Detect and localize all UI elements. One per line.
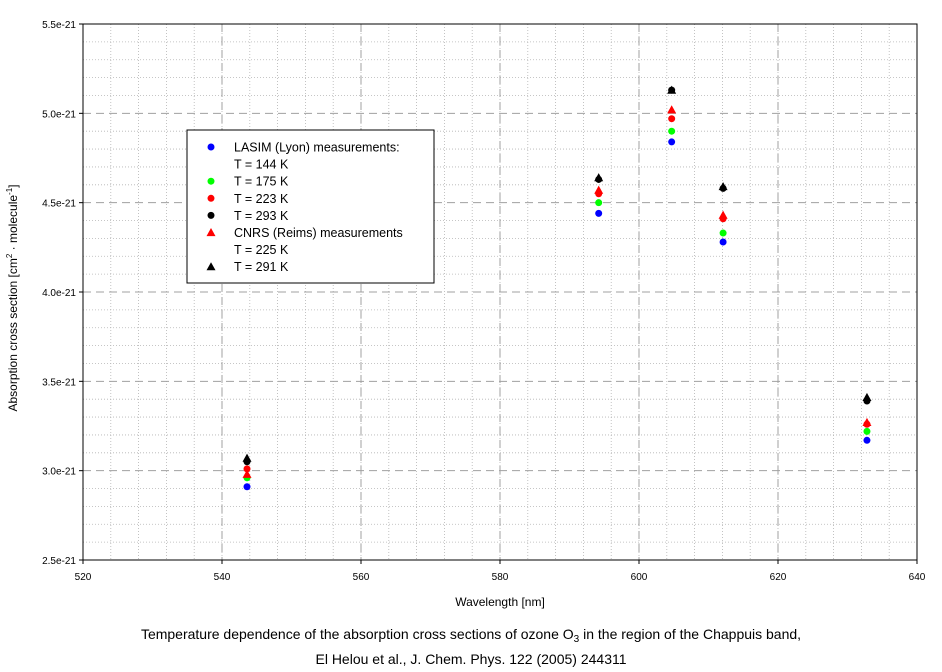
caption-line-1: Temperature dependence of the absorption… <box>0 626 942 645</box>
legend-marker <box>207 143 215 151</box>
caption-text-after: in the region of the Chappuis band, <box>579 626 802 642</box>
y-tick-label: 5.0e-21 <box>42 109 76 120</box>
x-tick-label: 560 <box>353 572 370 583</box>
caption-line-2: El Helou et al., J. Chem. Phys. 122 (200… <box>315 651 627 667</box>
y-axis-title: Absorption cross section [cm2 · molecule… <box>5 184 20 411</box>
caption-text-before: Temperature dependence of the absorption… <box>140 626 574 642</box>
x-tick-label: 580 <box>492 572 509 583</box>
data-point-triangle <box>718 210 728 219</box>
x-axis-title: Wavelength [nm] <box>455 595 545 609</box>
data-point-triangle <box>718 182 728 191</box>
data-point-circle <box>243 483 251 491</box>
series-0 <box>243 138 871 491</box>
data-points <box>242 85 872 491</box>
legend-label: T = 293 K <box>234 209 289 223</box>
data-point-circle <box>668 115 676 123</box>
y-axis-ticks: 2.5e-21 3.0e-21 3.5e-21 4.0e-21 4.5e-21 5.0e-… <box>42 20 83 567</box>
y-tick-label: 4.5e-21 <box>42 199 76 210</box>
legend-box <box>186 129 435 284</box>
data-point-triangle <box>862 392 872 402</box>
legend-marker <box>207 177 215 185</box>
chart: 520 540 560 580 600 620 640 2.5e-21 3.0e-21 3.5e… <box>5 20 926 609</box>
y-tick-label: 4.0e-21 <box>42 288 76 299</box>
data-point-triangle <box>667 85 677 94</box>
major-grid <box>83 24 917 560</box>
x-axis-ticks: 520 540 560 580 600 620 640 <box>75 560 926 583</box>
data-point-circle <box>719 238 727 246</box>
series-5 <box>242 85 872 462</box>
y-axis-title-superscript: -1 <box>5 187 14 195</box>
legend-label: T = 175 K <box>234 175 289 189</box>
data-point-triangle <box>242 469 252 478</box>
y-axis-title-part: ] <box>6 184 20 187</box>
legend-marker <box>207 194 215 202</box>
data-point-triangle <box>594 173 604 182</box>
y-tick-label: 3.5e-21 <box>42 377 76 388</box>
data-point-circle <box>595 199 603 207</box>
x-tick-label: 520 <box>75 572 92 583</box>
data-point-circle <box>668 138 676 146</box>
y-axis-title-superscript: 2 <box>5 253 14 258</box>
series-4 <box>242 105 872 478</box>
data-point-circle <box>595 209 603 217</box>
data-point-triangle <box>594 185 604 194</box>
x-tick-label: 640 <box>909 572 926 583</box>
data-point-circle <box>668 127 676 135</box>
legend-label: T = 225 K <box>234 243 289 257</box>
legend-marker <box>206 228 216 237</box>
x-tick-label: 620 <box>770 572 787 583</box>
legend-label: T = 291 K <box>234 260 289 274</box>
y-tick-label: 3.0e-21 <box>42 467 76 478</box>
legend-label: LASIM (Lyon) measurements: <box>234 141 400 155</box>
x-tick-label: 540 <box>214 572 231 583</box>
data-point-circle <box>243 465 251 473</box>
legend-label: T = 144 K <box>234 158 289 172</box>
data-point-triangle <box>242 453 252 462</box>
legend-marker <box>206 262 216 271</box>
data-point-triangle <box>862 417 872 427</box>
y-tick-label: 5.5e-21 <box>42 20 76 31</box>
legend-label: T = 223 K <box>234 192 289 206</box>
y-axis-title-part: Absorption cross section [cm <box>6 258 20 411</box>
data-point-circle <box>863 436 871 444</box>
y-tick-label: 2.5e-21 <box>42 556 76 567</box>
data-point-triangle <box>667 105 677 114</box>
legend-marker <box>207 211 215 219</box>
y-axis-title-part: · molecule <box>6 195 20 254</box>
legend-label: CNRS (Reims) measurements <box>234 226 403 240</box>
x-tick-label: 600 <box>631 572 648 583</box>
data-point-circle <box>719 229 727 237</box>
data-point-circle <box>863 427 871 435</box>
legend: LASIM (Lyon) measurements: T = 144 K T = 1… <box>186 129 435 284</box>
caption-subscript: 3 <box>573 634 580 645</box>
